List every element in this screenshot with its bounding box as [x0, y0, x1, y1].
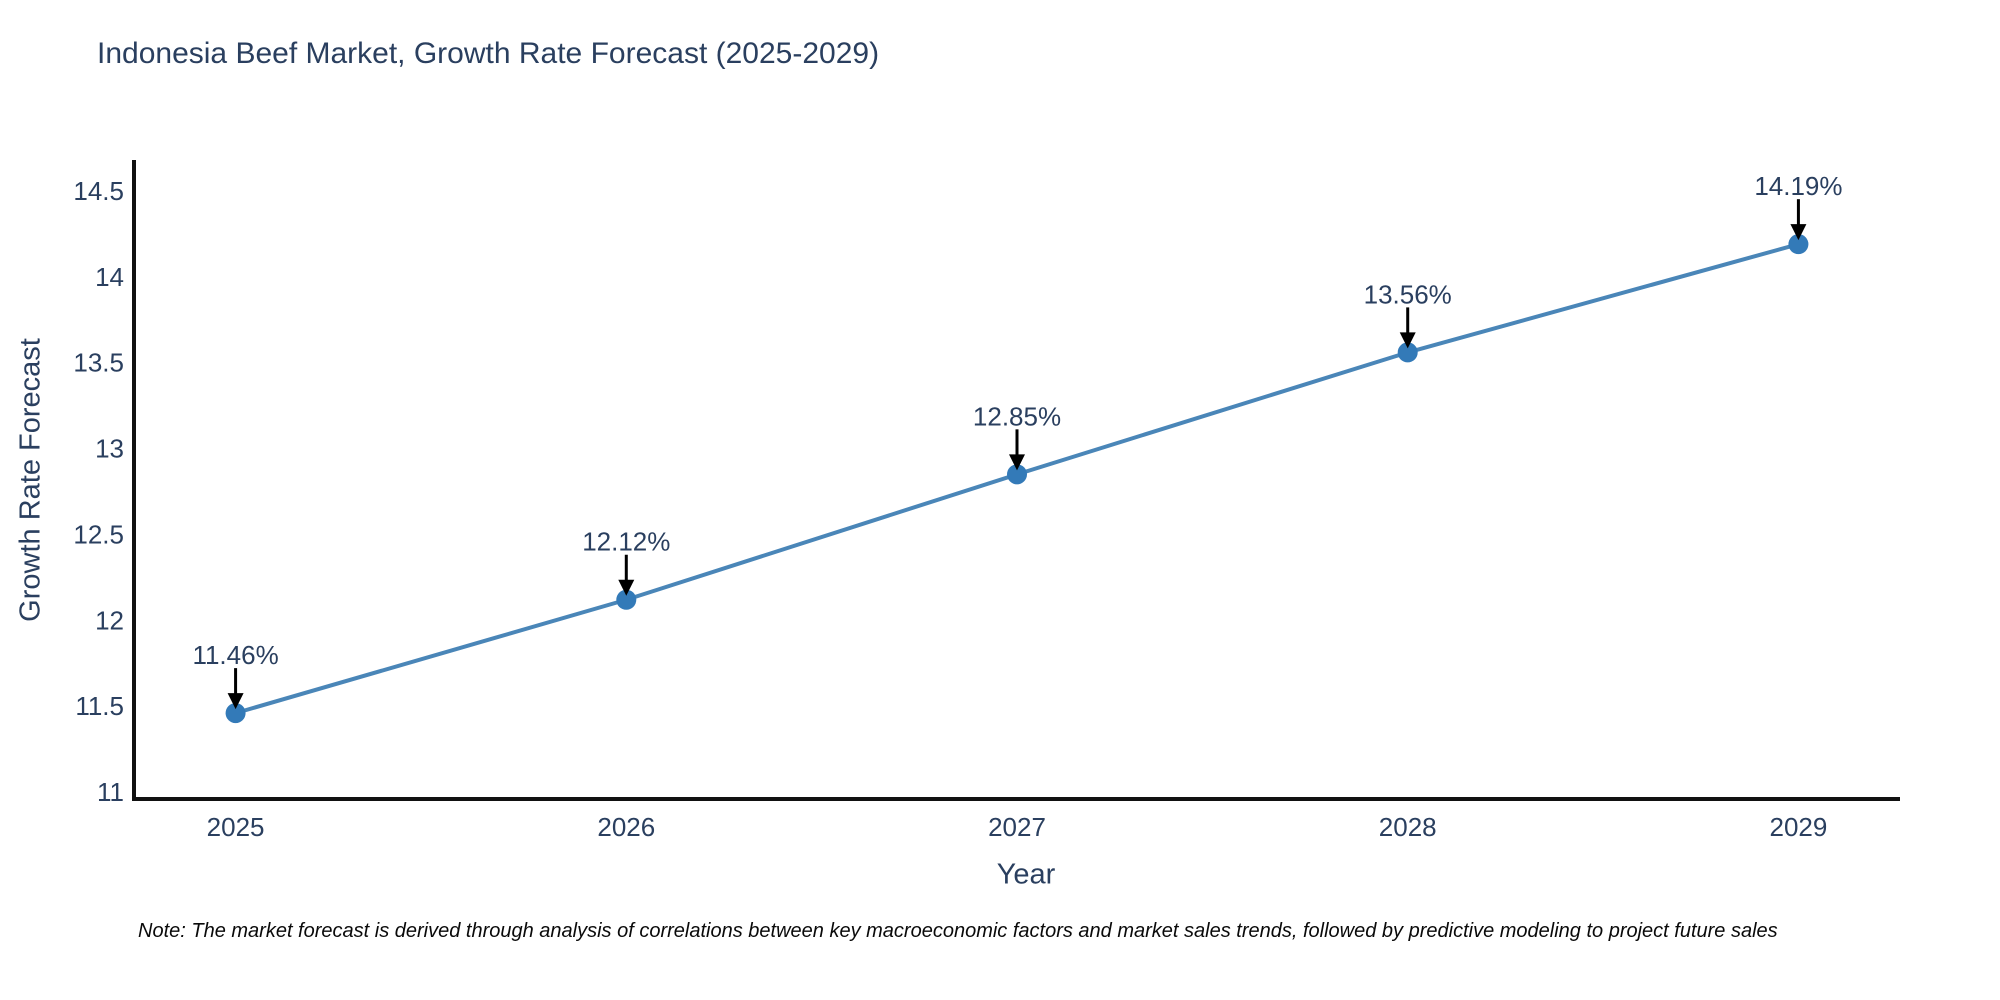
annotation-label: 12.85%: [973, 401, 1061, 431]
annotation-arrowhead: [227, 693, 244, 710]
annotation-arrowhead: [618, 579, 635, 596]
x-tick-label: 2026: [597, 812, 655, 842]
y-tick-label: 11: [97, 777, 124, 807]
data-point-marker: [616, 589, 637, 610]
data-point-marker: [1788, 234, 1809, 255]
y-tick-label: 14.5: [73, 176, 124, 206]
x-tick-label: 2028: [1379, 812, 1437, 842]
x-tick-label: 2027: [988, 812, 1046, 842]
annotation-label: 11.46%: [192, 640, 278, 670]
annotation-arrowhead: [1009, 454, 1025, 471]
y-axis-title: Growth Rate Forecast: [14, 338, 47, 622]
x-tick-label: 2029: [1769, 812, 1827, 842]
y-tick-label: 13: [95, 434, 124, 464]
annotation-label: 13.56%: [1364, 279, 1452, 309]
annotation-label: 12.12%: [582, 527, 670, 557]
y-tick-label: 12: [95, 605, 124, 635]
footnote: Note: The market forecast is derived thr…: [138, 920, 1778, 942]
x-axis-title: Year: [996, 858, 1056, 891]
y-tick-label: 11.5: [75, 691, 124, 721]
data-point-marker: [1007, 464, 1027, 485]
y-tick-label: 13.5: [73, 348, 124, 378]
annotation-arrowhead: [1399, 332, 1416, 349]
chart-title: Indonesia Beef Market, Growth Rate Forec…: [97, 37, 880, 70]
annotation-arrowhead: [1790, 224, 1807, 241]
annotation-label: 14.19%: [1754, 171, 1842, 201]
axis-lines: [132, 160, 1900, 801]
y-tick-label: 14: [95, 262, 124, 292]
data-point-marker: [225, 703, 246, 724]
x-tick-label: 2025: [207, 812, 265, 842]
data-point-marker: [1397, 342, 1418, 363]
y-tick-label: 12.5: [73, 519, 124, 549]
